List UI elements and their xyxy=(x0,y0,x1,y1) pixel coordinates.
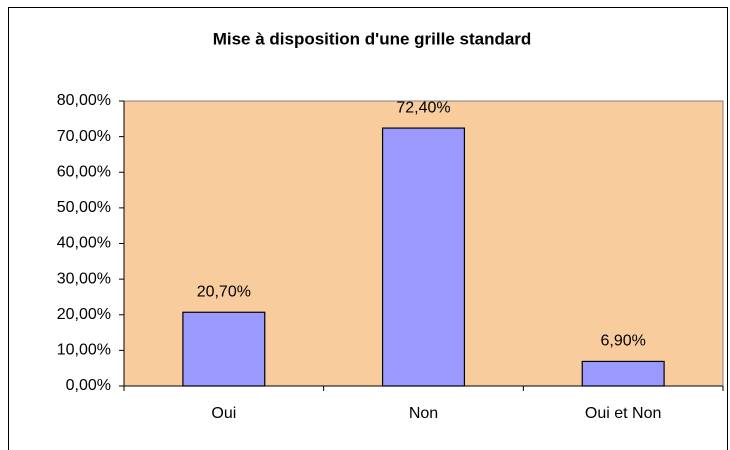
value-label: 6,90% xyxy=(600,333,645,350)
bar xyxy=(182,311,266,387)
x-tick-label: Non xyxy=(409,405,438,422)
y-tick-label: 50,00% xyxy=(57,199,111,216)
value-label: 72,40% xyxy=(396,99,450,116)
y-tick-label: 20,00% xyxy=(57,306,111,323)
y-tick-label: 60,00% xyxy=(57,163,111,180)
y-tick-label: 40,00% xyxy=(57,235,111,252)
y-tick-label: 30,00% xyxy=(57,270,111,287)
bar xyxy=(581,360,665,387)
y-tick-label: 10,00% xyxy=(57,342,111,359)
y-tick-label: 80,00% xyxy=(57,92,111,109)
x-tick-label: Oui et Non xyxy=(585,405,661,422)
bar xyxy=(381,127,466,387)
x-tick-label: Oui xyxy=(211,405,236,422)
value-label: 20,70% xyxy=(197,283,251,300)
y-tick-label: 70,00% xyxy=(57,128,111,145)
y-tick-label: 0,00% xyxy=(66,377,111,394)
chart-title: Mise à disposition d'une grille standard xyxy=(213,29,532,48)
